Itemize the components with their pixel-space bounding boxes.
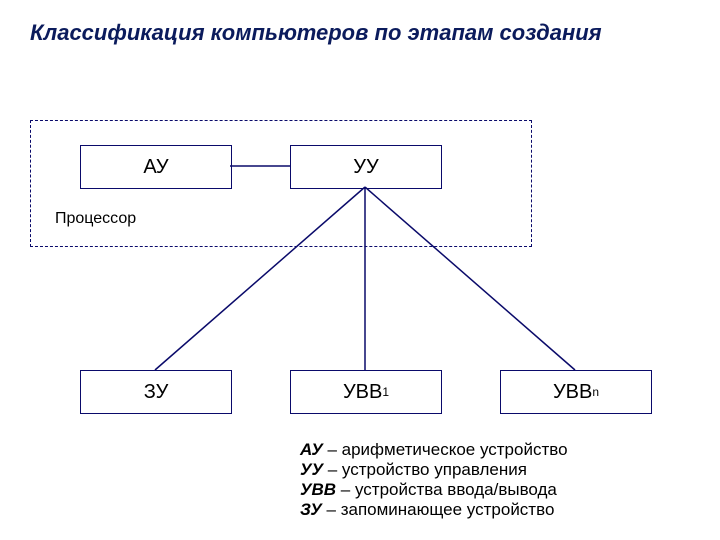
legend-item: АУ – арифметическое устройство (300, 440, 568, 460)
legend: АУ – арифметическое устройствоУУ – устро… (300, 440, 568, 520)
node-uvv1-sub: 1 (382, 385, 389, 399)
page-title: Классификация компьютеров по этапам созд… (30, 20, 602, 46)
node-zu: ЗУ (80, 370, 232, 414)
legend-item: УУ – устройство управления (300, 460, 568, 480)
node-uvvn-label: УВВ (553, 381, 592, 404)
node-uvv1: УВВ1 (290, 370, 442, 414)
node-uvvn: УВВn (500, 370, 652, 414)
node-uvv1-label: УВВ (343, 381, 382, 404)
legend-desc: – арифметическое устройство (323, 440, 568, 459)
node-uu-label: УУ (353, 156, 378, 179)
node-uvvn-sub: n (592, 385, 599, 399)
node-au: АУ (80, 145, 232, 189)
node-au-label: АУ (143, 156, 168, 179)
legend-abbr: УВВ (300, 480, 336, 499)
legend-abbr: УУ (300, 460, 323, 479)
legend-desc: – запоминающее устройство (322, 500, 555, 519)
legend-desc: – устройство управления (323, 460, 527, 479)
processor-label: Процессор (55, 210, 136, 228)
legend-item: УВВ – устройства ввода/вывода (300, 480, 568, 500)
node-zu-label: ЗУ (144, 381, 169, 404)
legend-abbr: АУ (300, 440, 323, 459)
legend-abbr: ЗУ (300, 500, 322, 519)
legend-item: ЗУ – запоминающее устройство (300, 500, 568, 520)
node-uu: УУ (290, 145, 442, 189)
legend-desc: – устройства ввода/вывода (336, 480, 557, 499)
